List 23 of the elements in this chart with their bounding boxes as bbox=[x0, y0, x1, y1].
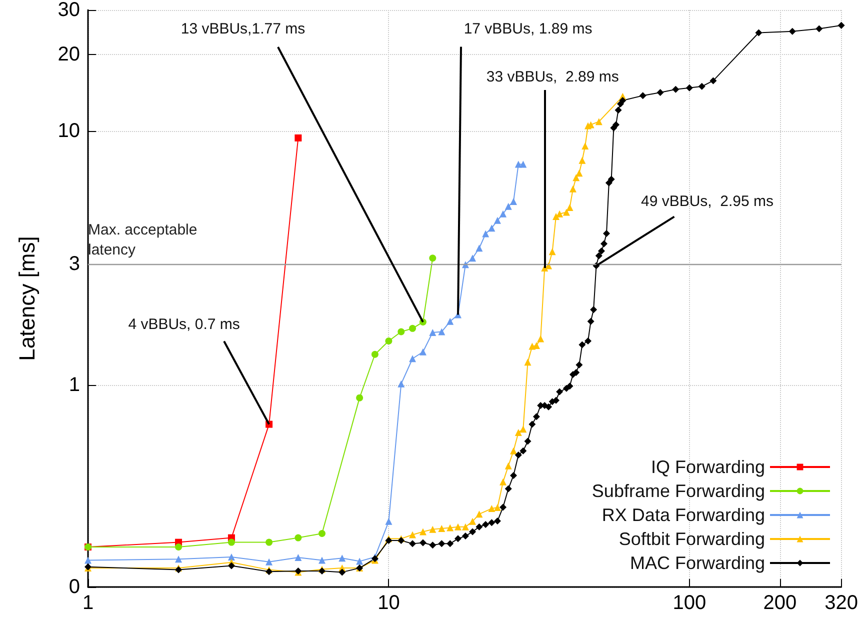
annotation: 4 vBBUs, 0.7 ms bbox=[128, 316, 240, 333]
x-tick-label: 320 bbox=[824, 592, 858, 614]
x-tick-label: 100 bbox=[672, 592, 706, 614]
y-tick-label: 10 bbox=[58, 120, 80, 142]
x-tick-label: 10 bbox=[378, 592, 400, 614]
x-tick-label: 200 bbox=[763, 592, 797, 614]
annotation: 17 vBBUs, 1.89 ms bbox=[464, 20, 592, 38]
y-tick-label: 20 bbox=[58, 44, 80, 66]
legend-label: RX Data Forwarding bbox=[602, 505, 765, 525]
annotation: 33 vBBUs, 2.89 ms bbox=[486, 68, 619, 86]
y-tick-label: 3 bbox=[68, 252, 80, 275]
annotation: 13 vBBUs,1.77 ms bbox=[180, 20, 306, 38]
legend-label: MAC Forwarding bbox=[630, 553, 765, 573]
legend-label: Subframe Forwarding bbox=[592, 481, 765, 501]
x-tick-label: 1 bbox=[82, 592, 94, 614]
y-tick-label: 30 bbox=[58, 0, 80, 21]
y-tick-label: 1 bbox=[68, 374, 80, 396]
ref-line-label: Max. acceptable latency bbox=[88, 221, 202, 258]
y-tick-label: 0 bbox=[68, 576, 80, 598]
legend-label: Softbit Forwarding bbox=[618, 529, 765, 549]
annotation: 49 vBBUs, 2.95 ms bbox=[640, 193, 774, 210]
legend-label: IQ Forwarding bbox=[650, 457, 765, 477]
y-axis-title: Latency [ms] bbox=[14, 236, 40, 361]
